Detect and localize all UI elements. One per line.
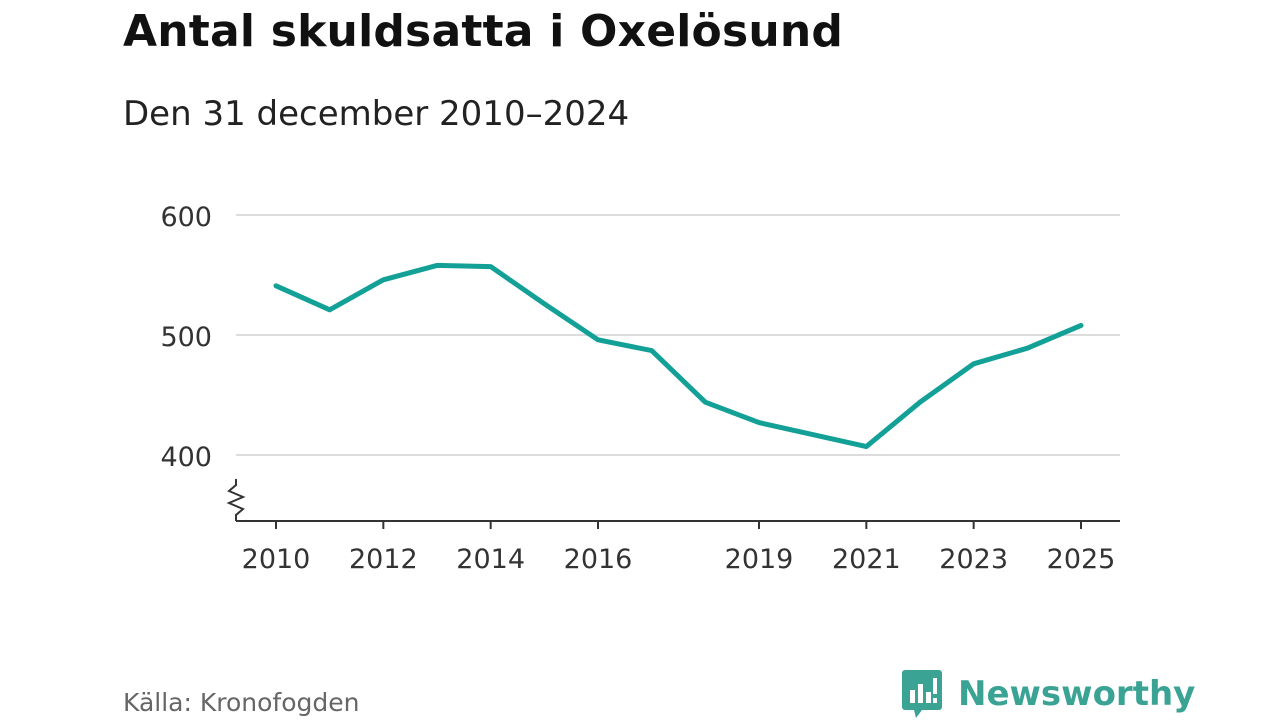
data-point [971, 361, 976, 366]
chart-subtitle: Den 31 december 2010–2024 [123, 94, 630, 134]
y-tick-label: 400 [160, 442, 212, 473]
x-tick-label: 2014 [456, 544, 525, 575]
data-point [327, 307, 332, 312]
x-tick-label: 2016 [564, 544, 633, 575]
data-point [488, 264, 493, 269]
x-tick-label: 2021 [832, 544, 901, 575]
data-point [596, 337, 601, 342]
x-tick-label: 2019 [725, 544, 794, 575]
data-point [918, 400, 923, 405]
y-tick-label: 500 [160, 322, 212, 353]
data-point [274, 283, 279, 288]
data-point [757, 420, 762, 425]
axis-break-icon [226, 479, 246, 521]
brand-name: Newsworthy [958, 674, 1196, 714]
x-tick-label: 2010 [242, 544, 311, 575]
data-point [542, 301, 547, 306]
source-note: Källa: Kronofogden [123, 688, 360, 717]
data-point [435, 263, 440, 268]
data-point [864, 444, 869, 449]
grid-lines [236, 214, 1120, 456]
data-point [810, 432, 815, 437]
data-point [381, 277, 386, 282]
series-group [273, 262, 1084, 450]
x-tick-label: 2025 [1047, 544, 1116, 575]
series-line-0 [273, 262, 1084, 450]
y-axis-ticks: 400 500 600 [160, 202, 212, 473]
data-point [649, 348, 654, 353]
brand-logo: Newsworthy [902, 670, 1195, 718]
data-point [1079, 323, 1084, 328]
x-tick-label: 2012 [349, 544, 418, 575]
data-point [1025, 346, 1030, 351]
y-tick-label: 600 [160, 202, 212, 233]
newsworthy-logo-icon [902, 670, 942, 718]
x-tick-label: 2023 [939, 544, 1008, 575]
x-axis: 2010 2012 2014 2016 2019 2021 2023 2025 [226, 479, 1120, 575]
data-point [703, 400, 708, 405]
chart-title: Antal skuldsatta i Oxelösund [123, 6, 844, 57]
